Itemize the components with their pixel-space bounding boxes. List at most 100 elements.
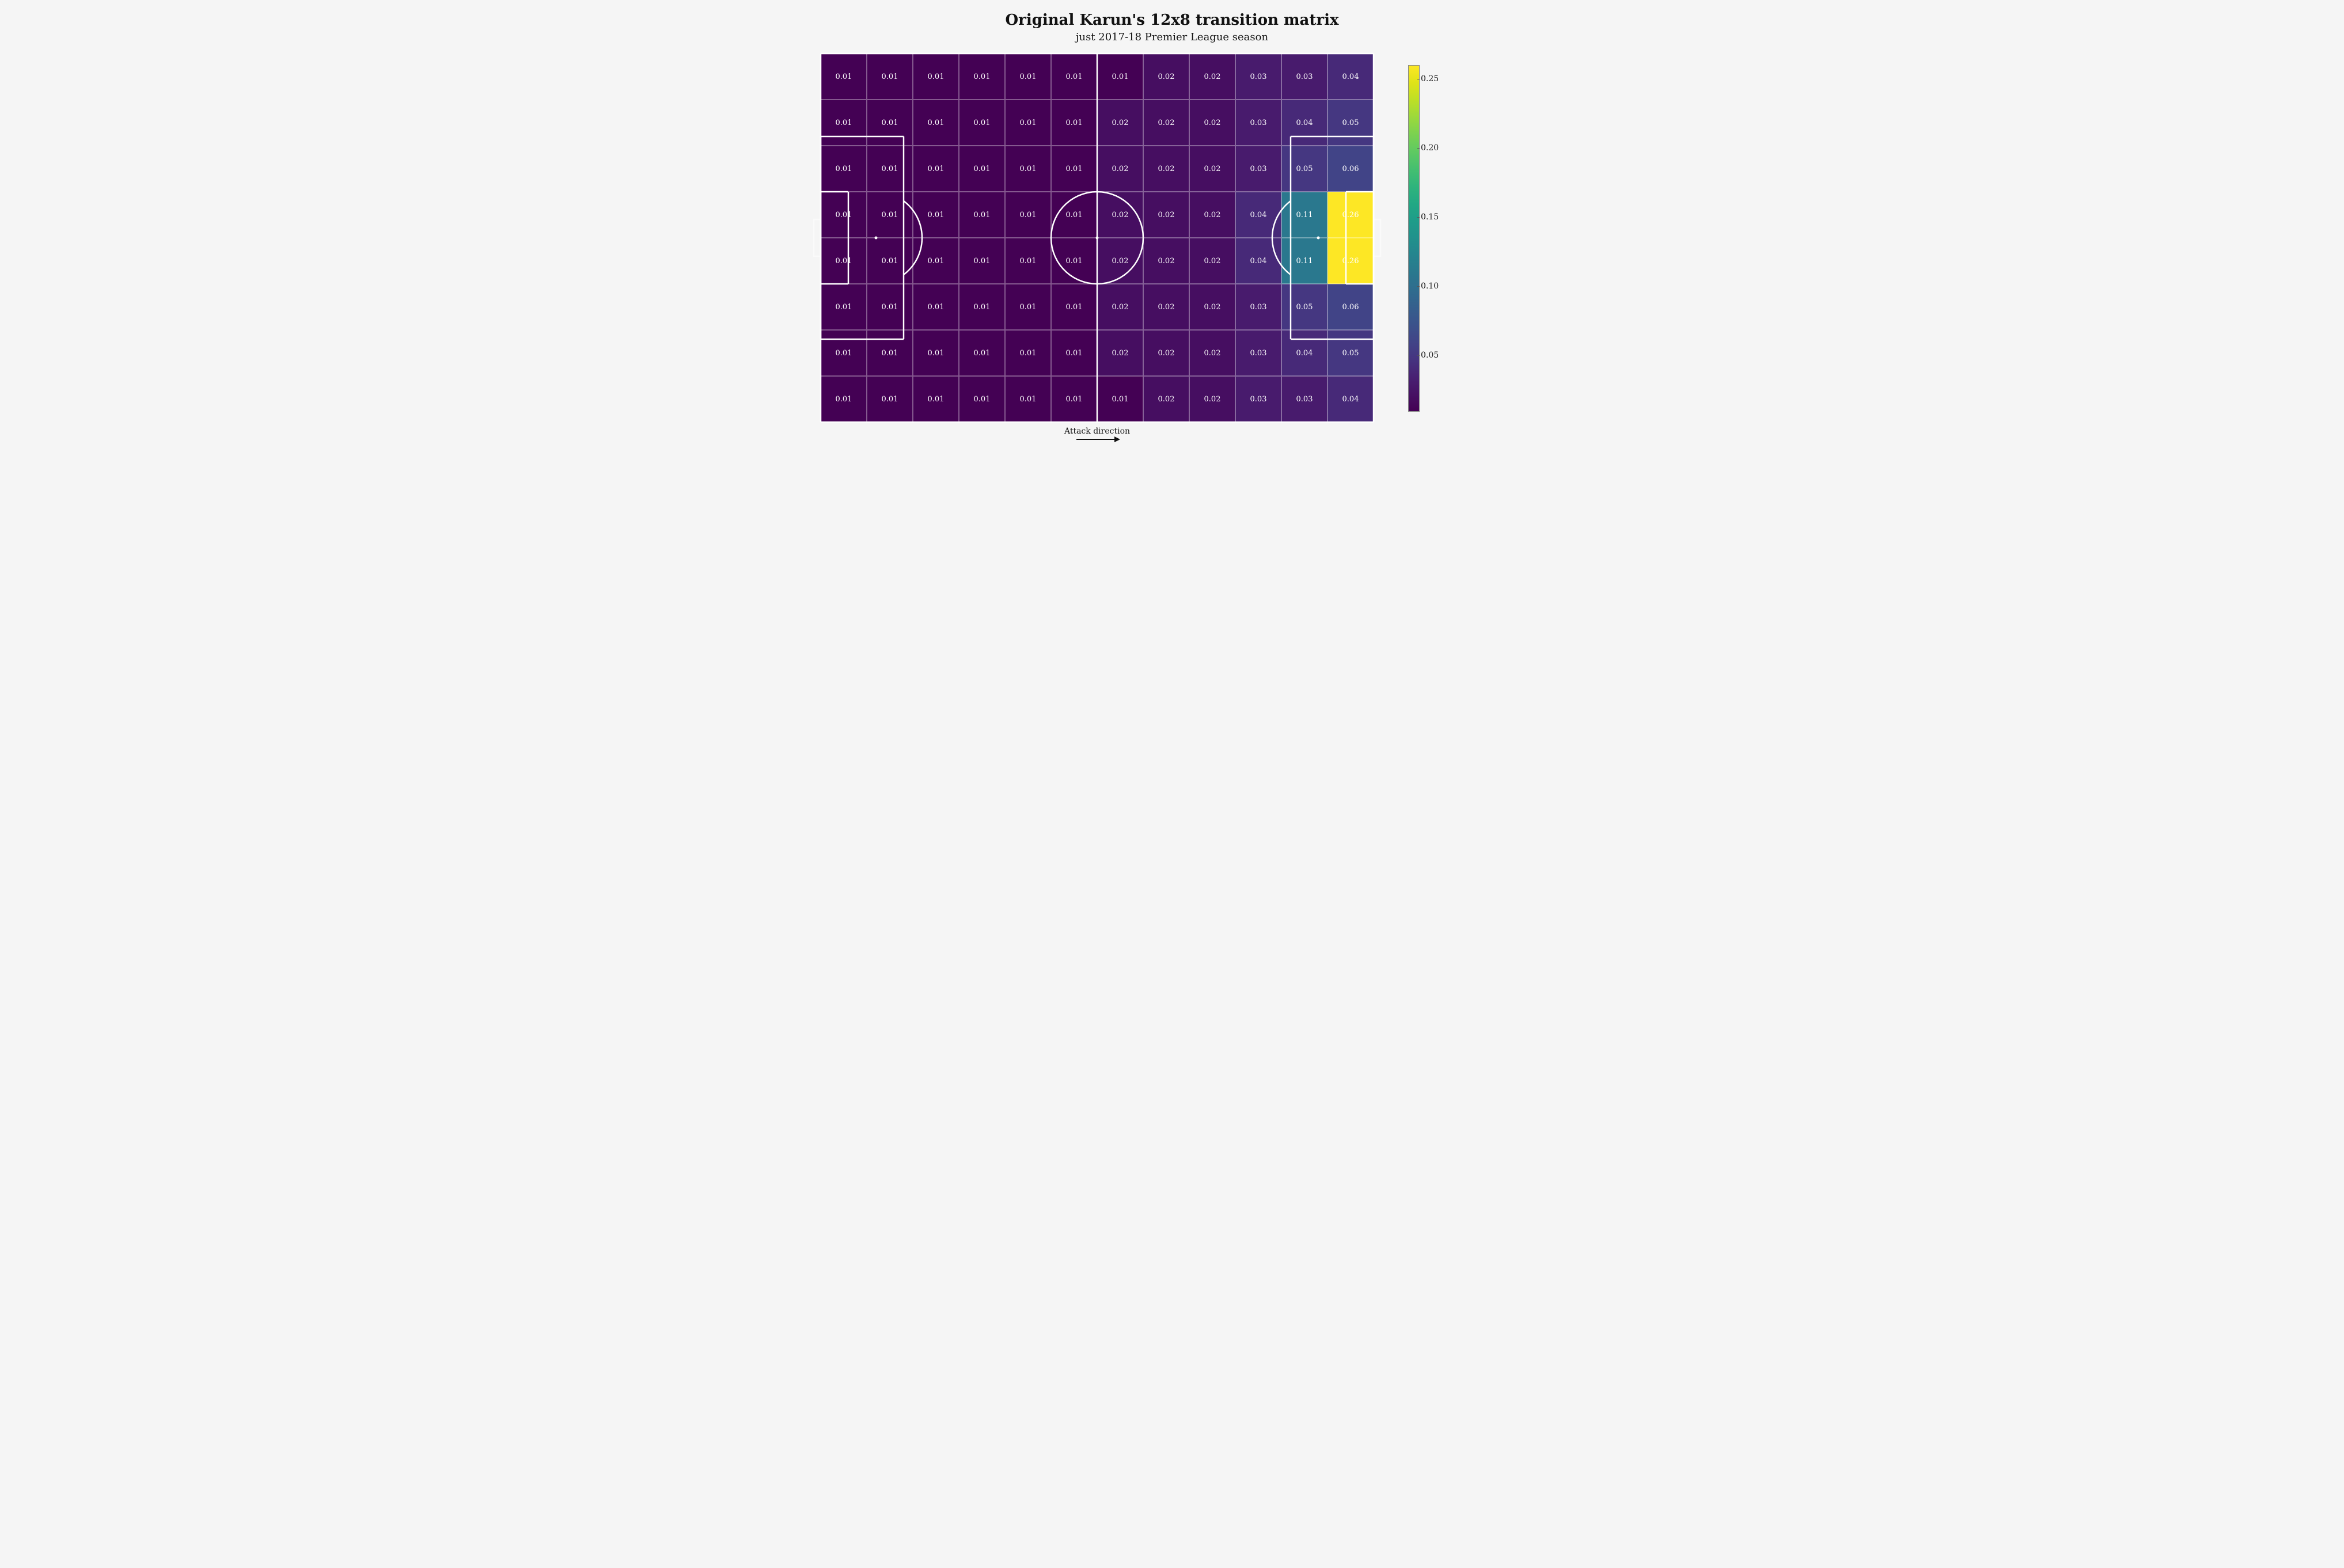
- heatmap-cell: 0.02: [1143, 146, 1189, 192]
- colorbar-tick: 0.25: [1421, 74, 1439, 83]
- colorbar-tick: 0.10: [1421, 282, 1439, 291]
- heatmap-cell: 0.26: [1327, 238, 1374, 284]
- chart-subtitle: just 2017-18 Premier League season: [821, 31, 1523, 43]
- heatmap-cell: 0.05: [1327, 100, 1374, 146]
- heatmap-cell: 0.03: [1235, 376, 1281, 422]
- heatmap-cell: 0.02: [1097, 284, 1143, 330]
- heatmap-cell: 0.02: [1143, 192, 1189, 238]
- heatmap-cell: 0.01: [867, 284, 913, 330]
- heatmap-cell: 0.04: [1235, 238, 1281, 284]
- colorbar-ticks: 0.05 0.10 0.15 0.20 0.25: [1421, 65, 1450, 411]
- heatmap-cell: 0.02: [1189, 330, 1235, 376]
- heatmap-cell: 0.02: [1189, 146, 1235, 192]
- heatmap-cell: 0.11: [1281, 238, 1327, 284]
- heatmap-cell: 0.01: [1005, 54, 1051, 100]
- heatmap-cell: 0.03: [1235, 100, 1281, 146]
- heatmap-cell: 0.03: [1281, 376, 1327, 422]
- heatmap-cell: 0.02: [1189, 100, 1235, 146]
- heatmap-cell: 0.05: [1327, 330, 1374, 376]
- heatmap-cell: 0.01: [913, 54, 959, 100]
- heatmap-cell: 0.01: [1005, 238, 1051, 284]
- heatmap-cell: 0.01: [959, 330, 1005, 376]
- heatmap-cell: 0.01: [959, 192, 1005, 238]
- heatmap-cell: 0.01: [1005, 192, 1051, 238]
- heatmap-cell: 0.06: [1327, 284, 1374, 330]
- chart-title: Original Karun's 12x8 transition matrix: [821, 12, 1523, 29]
- heatmap-cell: 0.26: [1327, 192, 1374, 238]
- chart-row: 0.010.010.010.010.010.010.010.020.020.03…: [821, 54, 1523, 447]
- heatmap-cell: 0.02: [1143, 376, 1189, 422]
- heatmap-grid: 0.010.010.010.010.010.010.010.020.020.03…: [821, 54, 1374, 422]
- heatmap-cell: 0.01: [867, 376, 913, 422]
- colorbar-tick: 0.20: [1421, 143, 1439, 153]
- heatmap-cell: 0.01: [959, 100, 1005, 146]
- colorbar: 0.05 0.10 0.15 0.20 0.25: [1408, 65, 1448, 411]
- heatmap-cell: 0.01: [913, 100, 959, 146]
- heatmap-cell: 0.01: [1051, 192, 1097, 238]
- heatmap-cell: 0.01: [959, 146, 1005, 192]
- heatmap-cell: 0.04: [1281, 100, 1327, 146]
- heatmap-cell: 0.01: [867, 192, 913, 238]
- pitch-column: 0.010.010.010.010.010.010.010.020.020.03…: [821, 54, 1374, 447]
- colorbar-tick: 0.15: [1421, 212, 1439, 222]
- heatmap-cell: 0.02: [1097, 146, 1143, 192]
- chart-container: Original Karun's 12x8 transition matrix …: [803, 0, 1541, 464]
- heatmap-cell: 0.11: [1281, 192, 1327, 238]
- heatmap-cell: 0.03: [1235, 54, 1281, 100]
- heatmap-cell: 0.04: [1327, 54, 1374, 100]
- heatmap-cell: 0.02: [1143, 330, 1189, 376]
- heatmap-cell: 0.01: [1051, 284, 1097, 330]
- heatmap-cell: 0.01: [959, 376, 1005, 422]
- heatmap-cell: 0.01: [867, 238, 913, 284]
- heatmap-cell: 0.01: [821, 100, 867, 146]
- heatmap-cell: 0.02: [1189, 192, 1235, 238]
- heatmap-cell: 0.04: [1281, 330, 1327, 376]
- heatmap-cell: 0.01: [1005, 330, 1051, 376]
- colorbar-tick: 0.05: [1421, 351, 1439, 360]
- heatmap-cell: 0.06: [1327, 146, 1374, 192]
- heatmap-cell: 0.01: [821, 192, 867, 238]
- heatmap-cell: 0.01: [913, 146, 959, 192]
- heatmap-cell: 0.02: [1143, 54, 1189, 100]
- heatmap-cell: 0.02: [1189, 376, 1235, 422]
- heatmap-cell: 0.01: [821, 54, 867, 100]
- heatmap-cell: 0.04: [1235, 192, 1281, 238]
- heatmap-cell: 0.01: [1051, 376, 1097, 422]
- heatmap-cell: 0.03: [1235, 146, 1281, 192]
- heatmap-cell: 0.02: [1189, 284, 1235, 330]
- heatmap-cell: 0.01: [1005, 146, 1051, 192]
- heatmap-cell: 0.01: [1051, 54, 1097, 100]
- heatmap-cell: 0.01: [821, 330, 867, 376]
- heatmap-cell: 0.01: [1051, 100, 1097, 146]
- heatmap-cell: 0.01: [1005, 100, 1051, 146]
- heatmap-cell: 0.01: [959, 238, 1005, 284]
- heatmap-cell: 0.01: [959, 284, 1005, 330]
- heatmap-cell: 0.02: [1143, 238, 1189, 284]
- heatmap-cell: 0.01: [913, 376, 959, 422]
- heatmap-cell: 0.01: [1005, 284, 1051, 330]
- heatmap-cell: 0.01: [1005, 376, 1051, 422]
- heatmap-cell: 0.01: [867, 54, 913, 100]
- heatmap-cell: 0.02: [1143, 284, 1189, 330]
- heatmap-cell: 0.01: [913, 192, 959, 238]
- heatmap-cell: 0.01: [913, 284, 959, 330]
- heatmap-cell: 0.01: [1097, 376, 1143, 422]
- colorbar-gradient: [1408, 65, 1420, 412]
- heatmap-cell: 0.02: [1189, 54, 1235, 100]
- heatmap-cell: 0.01: [1097, 54, 1143, 100]
- heatmap-cell: 0.05: [1281, 146, 1327, 192]
- heatmap-cell: 0.02: [1097, 100, 1143, 146]
- heatmap-cell: 0.03: [1281, 54, 1327, 100]
- attack-direction-arrow: [821, 435, 1374, 447]
- heatmap-cell: 0.02: [1189, 238, 1235, 284]
- heatmap-cell: 0.01: [821, 146, 867, 192]
- heatmap-cell: 0.03: [1235, 330, 1281, 376]
- heatmap-cell: 0.05: [1281, 284, 1327, 330]
- pitch-wrap: 0.010.010.010.010.010.010.010.020.020.03…: [821, 54, 1374, 422]
- heatmap-cell: 0.04: [1327, 376, 1374, 422]
- heatmap-cell: 0.01: [1051, 238, 1097, 284]
- heatmap-cell: 0.01: [1051, 146, 1097, 192]
- heatmap-cell: 0.02: [1143, 100, 1189, 146]
- heatmap-cell: 0.02: [1097, 330, 1143, 376]
- heatmap-cell: 0.02: [1097, 238, 1143, 284]
